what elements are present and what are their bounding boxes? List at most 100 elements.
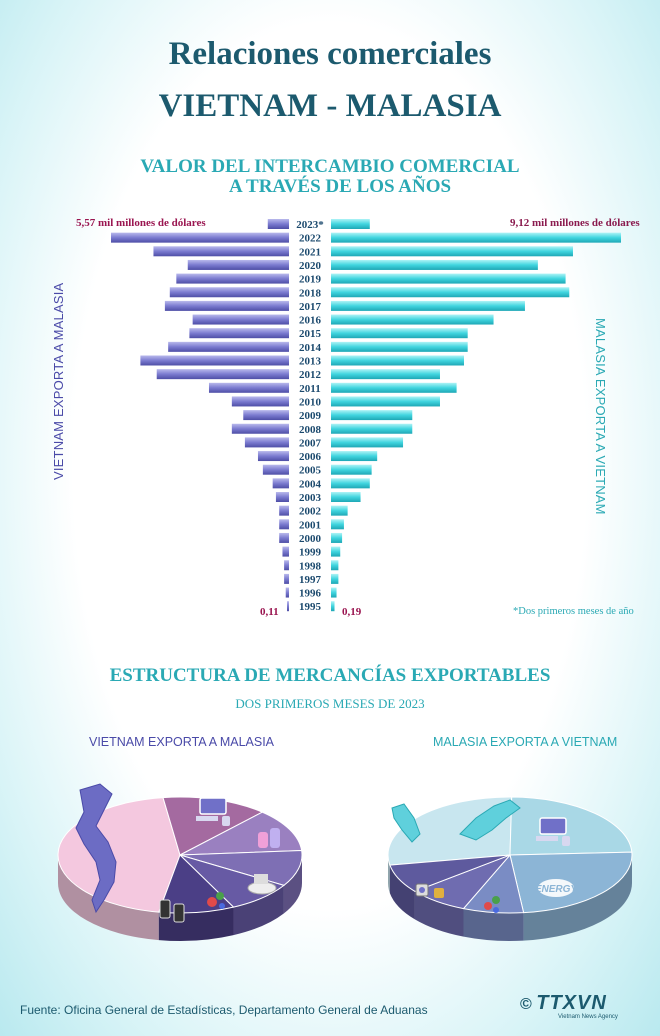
bar-vn-2022 bbox=[111, 232, 289, 243]
year-label: 2004 bbox=[299, 478, 322, 490]
bar-my-2001 bbox=[331, 519, 344, 530]
bar-my-1995 bbox=[331, 601, 335, 612]
year-label: 2019 bbox=[299, 274, 322, 286]
bar-vn-2005 bbox=[262, 464, 289, 475]
energy-icon: ENERGY bbox=[535, 879, 578, 897]
year-label: 1995 bbox=[299, 601, 322, 613]
bar-vn-1999 bbox=[282, 546, 289, 557]
bar-vn-1995 bbox=[287, 601, 289, 612]
bar-vn-2018 bbox=[169, 287, 289, 298]
bar-my-2020 bbox=[331, 259, 538, 270]
bar-vn-2001 bbox=[279, 519, 289, 530]
ceramics-icon bbox=[247, 874, 277, 895]
year-label: 2001 bbox=[299, 519, 321, 531]
copyright-symbol: © bbox=[520, 996, 532, 1013]
bar-my-2000 bbox=[331, 532, 343, 543]
bar-my-2018 bbox=[331, 287, 570, 298]
bar-vn-2013 bbox=[140, 355, 289, 366]
year-label: 2000 bbox=[299, 533, 322, 545]
bar-my-2011 bbox=[331, 382, 457, 393]
pie-slice bbox=[509, 851, 633, 914]
bar-my-2016 bbox=[331, 314, 494, 325]
pie-slice bbox=[509, 796, 633, 856]
year-label: 2011 bbox=[299, 383, 320, 395]
bar-my-2009 bbox=[331, 410, 413, 421]
bar-my-2014 bbox=[331, 341, 468, 352]
page-title: Relaciones comerciales bbox=[168, 36, 492, 72]
year-label: 2020 bbox=[299, 260, 322, 272]
bar-my-2004 bbox=[331, 478, 370, 489]
pie-charts: ENERGY bbox=[57, 783, 633, 941]
year-label: 2016 bbox=[299, 315, 322, 327]
my-first-value-label: 0,19 bbox=[342, 606, 362, 618]
pie-slice-side bbox=[414, 891, 464, 937]
bar-my-1997 bbox=[331, 573, 339, 584]
bar-my-2005 bbox=[331, 464, 372, 475]
bar-my-2013 bbox=[331, 355, 464, 366]
year-label: 2013 bbox=[299, 356, 322, 368]
bar-vn-2019 bbox=[176, 273, 289, 284]
page-title-countries: VIETNAM - MALASIA bbox=[158, 88, 502, 124]
bar-vn-2011 bbox=[208, 382, 289, 393]
bar-my-2002 bbox=[331, 505, 348, 516]
bar-vn-1997 bbox=[284, 573, 289, 584]
bar-my-2006 bbox=[331, 451, 378, 462]
agency-logo: © TTXVN Vietnam News Agency bbox=[520, 992, 618, 1020]
section-title: ESTRUCTURA DE MERCANCÍAS EXPORTABLES bbox=[109, 665, 551, 686]
bar-my-1996 bbox=[331, 587, 337, 598]
bar-vn-2006 bbox=[257, 451, 289, 462]
footnote: *Dos primeros meses de año bbox=[513, 606, 634, 617]
bar-my-2021 bbox=[331, 246, 573, 257]
machinery-icon bbox=[207, 892, 225, 909]
bar-my-2022 bbox=[331, 232, 621, 243]
year-label: 2017 bbox=[299, 301, 322, 313]
bar-my-2012 bbox=[331, 369, 440, 380]
pie-slice-side bbox=[389, 865, 415, 920]
chart-title-line1: VALOR DEL INTERCAMBIO COMERCIAL bbox=[140, 156, 520, 177]
bar-my-2019 bbox=[331, 273, 566, 284]
year-label: 2014 bbox=[299, 342, 322, 354]
bar-vn-2014 bbox=[168, 341, 289, 352]
section-subtitle: DOS PRIMEROS MESES DE 2023 bbox=[235, 696, 425, 711]
bar-vn-2009 bbox=[243, 410, 289, 421]
bar-my-1998 bbox=[331, 560, 339, 571]
bar-vn-2004 bbox=[272, 478, 289, 489]
bar-my-2007 bbox=[331, 437, 404, 448]
year-label: 2007 bbox=[299, 437, 322, 449]
bar-my-1999 bbox=[331, 546, 341, 557]
vn-first-value-label: 0,11 bbox=[260, 606, 279, 618]
year-label: 1996 bbox=[299, 588, 322, 600]
year-label: 2009 bbox=[299, 410, 322, 422]
pie-slice-side bbox=[463, 908, 524, 941]
pie-slice-side bbox=[523, 855, 632, 941]
chemicals-icon bbox=[484, 896, 500, 913]
pie-slice-side bbox=[283, 855, 302, 914]
year-label: 2003 bbox=[299, 492, 322, 504]
vn-export-axis-label: VIETNAM EXPORTA A MALASIA bbox=[51, 282, 66, 480]
year-label: 2010 bbox=[299, 396, 322, 408]
map-vietnam-icon bbox=[75, 783, 117, 914]
pie-slice bbox=[179, 850, 303, 886]
bar-vn-2021 bbox=[153, 246, 289, 257]
bar-my-2003 bbox=[331, 492, 361, 502]
year-label: 2012 bbox=[299, 369, 322, 381]
year-label: 2023* bbox=[296, 219, 324, 231]
bar-my-2008 bbox=[331, 423, 413, 434]
pie-slice bbox=[389, 854, 511, 892]
pie-slice-side bbox=[233, 885, 284, 936]
year-label: 2005 bbox=[299, 465, 322, 477]
agency-name: TTXVN bbox=[536, 992, 607, 1014]
pie-slice-side bbox=[58, 855, 159, 941]
year-label: 2021 bbox=[299, 246, 321, 258]
bar-vn-2017 bbox=[164, 300, 289, 311]
year-label: 2018 bbox=[299, 287, 322, 299]
bar-vn-2000 bbox=[279, 532, 289, 543]
phone-icon bbox=[159, 899, 185, 923]
bar-vn-2020 bbox=[187, 259, 289, 270]
pie-chart-malaysia bbox=[387, 796, 633, 941]
bar-vn-2015 bbox=[189, 328, 289, 339]
bar-vn-1998 bbox=[284, 560, 289, 571]
appliance-icon bbox=[415, 883, 444, 898]
bar-vn-2023 bbox=[267, 219, 289, 229]
bar-vn-2003 bbox=[275, 492, 289, 502]
